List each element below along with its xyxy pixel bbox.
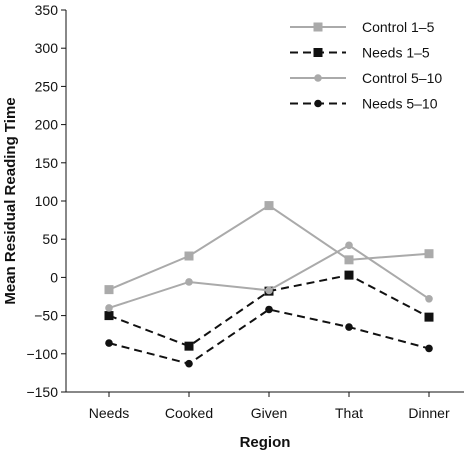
plot-lines — [104, 201, 434, 368]
data-point-square — [344, 255, 354, 265]
data-point-square — [313, 48, 323, 57]
data-point-square — [313, 22, 323, 32]
series-circle-solid — [105, 241, 433, 312]
y-tick-label: 350 — [35, 2, 59, 18]
y-tick-label: 250 — [35, 78, 59, 94]
data-point-circle — [314, 74, 322, 82]
legend-item: Needs 1–5 — [290, 45, 430, 61]
legend-label: Control 5–10 — [362, 70, 442, 86]
x-tick-label: Needs — [89, 405, 129, 421]
x-tick-label: That — [335, 405, 363, 421]
data-point-square — [264, 201, 274, 211]
y-tick-label: 200 — [35, 117, 59, 133]
y-tick-label: 100 — [35, 193, 59, 209]
data-point-square — [104, 285, 114, 295]
data-point-circle — [425, 344, 433, 353]
y-tick-label: 150 — [35, 155, 59, 171]
legend-item: Control 5–10 — [290, 70, 442, 86]
series-line — [108, 308, 430, 365]
y-tick-label: 0 — [50, 269, 58, 285]
x-axis-ticks: Needs Cooked Given That Dinner — [89, 392, 450, 421]
data-point-circle — [345, 323, 353, 331]
y-tick-label: 50 — [42, 231, 58, 247]
y-tick-label: −50 — [34, 308, 58, 324]
data-point-square — [424, 312, 434, 322]
data-point-circle — [425, 294, 433, 303]
data-point-circle — [265, 286, 273, 295]
data-point-circle — [185, 278, 193, 286]
y-tick-label: −150 — [26, 384, 58, 400]
data-point-square — [104, 311, 114, 321]
x-tick-label: Given — [251, 405, 288, 421]
data-point-circle — [105, 304, 113, 312]
legend-item: Needs 5–10 — [290, 96, 438, 112]
data-point-square — [184, 251, 194, 261]
series-circle-dashed — [105, 305, 433, 368]
data-point-circle — [105, 339, 113, 347]
legend-label: Control 1–5 — [362, 19, 435, 35]
data-point-circle — [345, 241, 353, 250]
x-axis-title: Region — [240, 434, 291, 451]
y-axis-ticks: −150 −100 −50 0 50 100 150 200 250 300 350 — [26, 2, 66, 400]
legend-item: Control 1–5 — [290, 19, 435, 35]
data-point-circle — [265, 305, 273, 314]
data-point-square — [344, 270, 354, 280]
data-point-circle — [185, 359, 193, 368]
x-tick-label: Dinner — [408, 405, 450, 421]
legend-label: Needs 1–5 — [362, 45, 430, 61]
y-tick-label: 300 — [35, 40, 59, 56]
data-point-square — [184, 341, 194, 351]
y-axis-title: Mean Residual Reading Time — [2, 97, 19, 304]
series-line — [108, 244, 430, 309]
data-point-circle — [314, 99, 322, 108]
y-tick-label: −100 — [26, 346, 58, 362]
series-line — [108, 204, 430, 291]
series-square-solid — [104, 201, 434, 295]
x-tick-label: Cooked — [165, 405, 213, 421]
legend: Control 1–5 Needs 1–5 Control 5–10 Needs 5–… — [290, 19, 442, 112]
legend-label: Needs 5–10 — [362, 96, 438, 112]
data-point-square — [424, 249, 434, 259]
